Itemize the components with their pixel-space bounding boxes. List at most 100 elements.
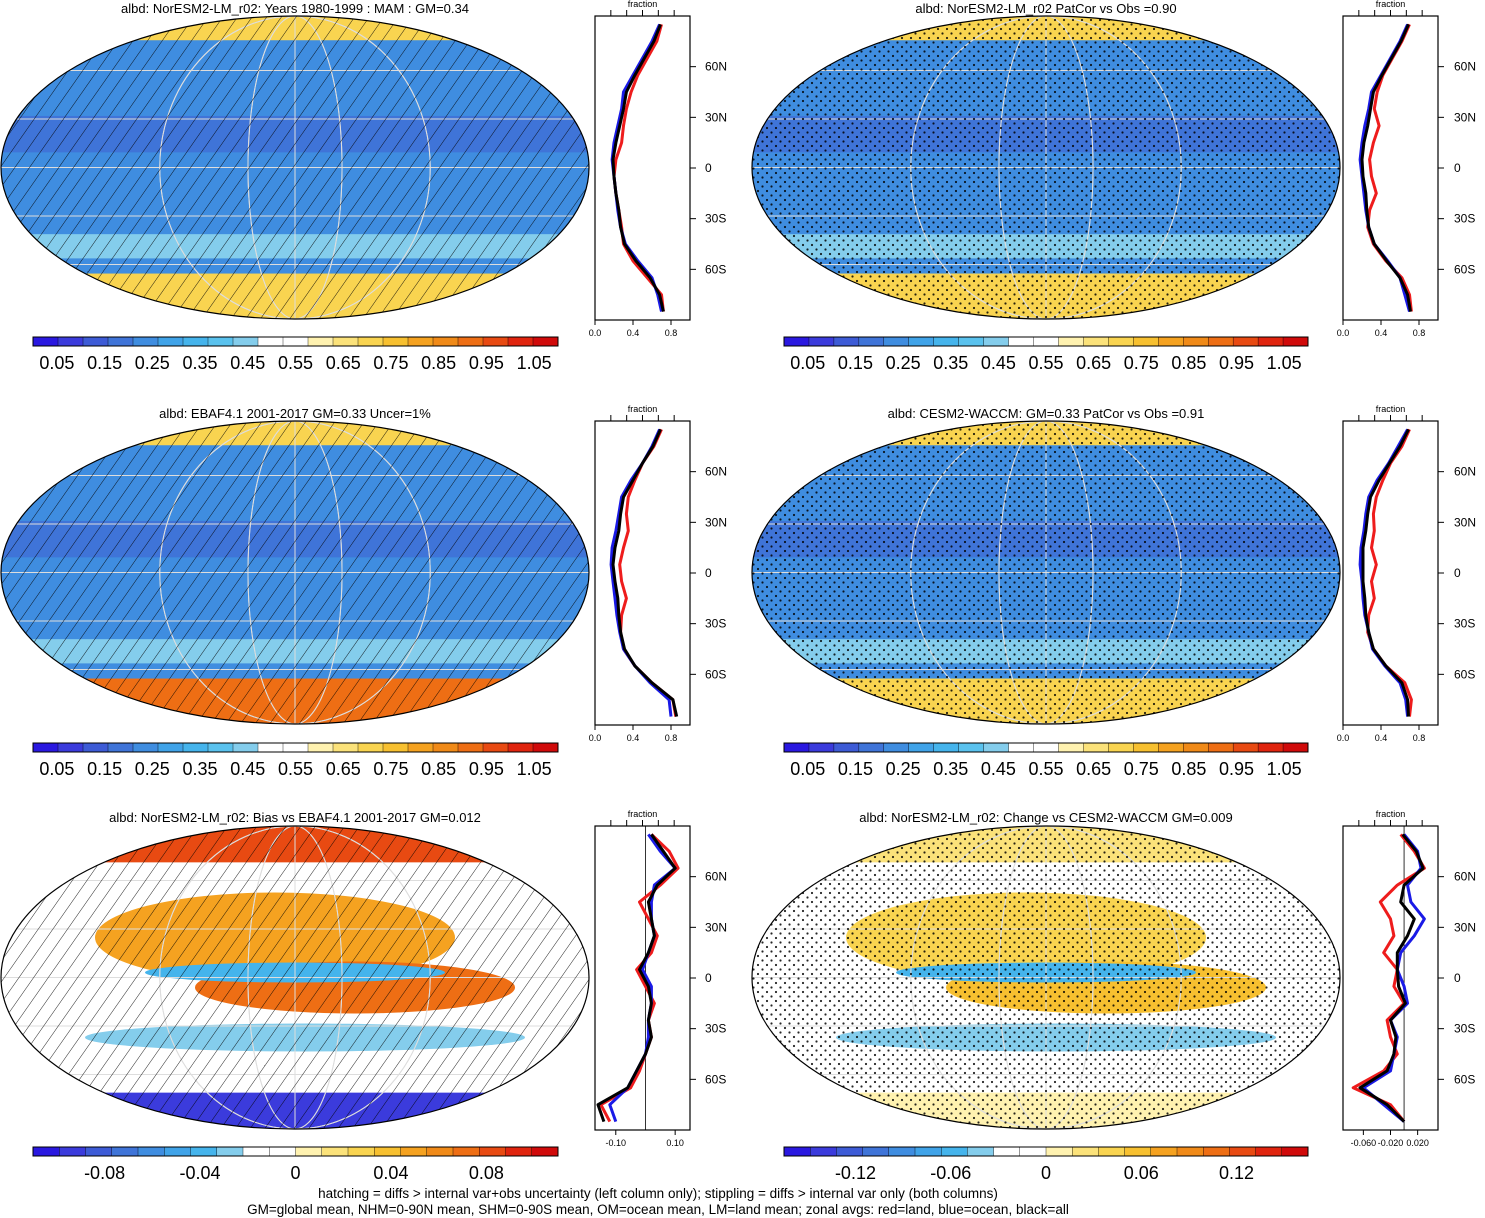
- colorbar-swatch: [836, 1146, 864, 1157]
- colorbar-tick-label: 0.65: [326, 353, 361, 373]
- colorbar-swatch: [1133, 336, 1159, 347]
- zonal-x-label: 0.8: [1413, 733, 1426, 743]
- colorbar-swatch: [1232, 742, 1259, 753]
- colorbar-tick-label: 0.85: [421, 759, 456, 779]
- stippling-overlay: [752, 16, 1340, 319]
- colorbar-swatch: [1158, 336, 1184, 347]
- colorbar-swatch: [1071, 1146, 1099, 1157]
- colorbar-tick-label: 0.05: [790, 353, 825, 373]
- zonal-panel-1: fraction 60N 30N 0 30S 60S 0.0 0.4 0.8: [589, 0, 727, 338]
- colorbar-swatch: [426, 1146, 454, 1157]
- colorbar-swatch: [216, 1146, 244, 1157]
- colorbar-swatch: [858, 742, 885, 753]
- colorbar-swatch: [432, 742, 459, 753]
- colorbar-swatch: [347, 1146, 375, 1157]
- colorbar-swatch: [1008, 742, 1035, 753]
- colorbar-swatch: [374, 1146, 401, 1157]
- colorbar-swatch: [883, 742, 910, 753]
- zonal-axis-label: fraction: [628, 809, 658, 819]
- zonal-lat-label: 60S: [705, 262, 726, 276]
- colorbar-swatch: [1124, 1146, 1152, 1157]
- zonal-lat-label: 30S: [705, 617, 726, 631]
- zonal-lat-label: 60S: [1454, 667, 1475, 681]
- colorbar-swatch: [1158, 742, 1184, 753]
- hatching-overlay: [1, 421, 589, 724]
- colorbar-swatch: [941, 1146, 968, 1157]
- colorbar-swatch: [1281, 1146, 1309, 1157]
- colorbar-swatch: [1257, 336, 1284, 347]
- colorbar-tick-label: 0.35: [183, 353, 218, 373]
- zonal-axis-label: fraction: [628, 404, 658, 414]
- map-field: [752, 16, 1340, 319]
- map-outline: [751, 15, 1341, 320]
- colorbar-swatch: [914, 1146, 942, 1157]
- zonal-x-label: 0.0: [589, 328, 602, 338]
- colorbar-tick-label: 0.85: [1171, 759, 1206, 779]
- zonal-lat-label: 60S: [705, 667, 726, 681]
- zonal-lat-label: 30S: [705, 1022, 726, 1036]
- zonal-axis-label: fraction: [1376, 0, 1406, 9]
- colorbar-swatch: [1033, 742, 1059, 753]
- colorbar-tick-label: 0.25: [886, 353, 921, 373]
- colorbar-frame: [783, 336, 1309, 347]
- zonal-lat-label: 60S: [1454, 262, 1475, 276]
- colorbar-tick-label: 0.05: [39, 353, 74, 373]
- map-outline: [0, 825, 590, 1130]
- colorbar-swatch: [257, 336, 284, 347]
- zonal-all-line: [596, 833, 677, 1123]
- colorbar-tick-label: 0.35: [933, 353, 968, 373]
- zonal-x-label: 0.8: [665, 733, 678, 743]
- zonal-x-label: 0.0: [1337, 733, 1350, 743]
- hatching-overlay: [1, 826, 589, 1129]
- colorbar-swatch: [282, 742, 309, 753]
- map-outline: [0, 15, 590, 320]
- zonal-lat-label: 60S: [705, 1072, 726, 1086]
- colorbar-swatch: [295, 1146, 323, 1157]
- colorbar-swatch: [59, 1146, 86, 1157]
- zonal-x-label: 0.4: [1375, 733, 1388, 743]
- zonal-land-line: [1351, 833, 1426, 1123]
- colorbar-swatch: [157, 336, 184, 347]
- colorbar-swatch: [1058, 742, 1084, 753]
- colorbar-tick-label: 0.08: [469, 1163, 504, 1183]
- colorbar-tick-label: 0.55: [278, 759, 313, 779]
- zonal-x-label: -0.060: [1351, 1138, 1377, 1148]
- colorbar-swatch: [242, 1146, 270, 1157]
- colorbar-tick-label: 0.75: [373, 759, 408, 779]
- zonal-panel-4: fraction 60N 30N 0 30S 60S 0.0 0.4 0.8: [1337, 404, 1476, 743]
- zonal-x-label: 0.4: [627, 733, 640, 743]
- zonal-lat-label: 60N: [705, 870, 727, 884]
- zonal-all-line: [611, 23, 665, 312]
- colorbar-swatch: [967, 1146, 995, 1157]
- colorbar-swatch: [382, 336, 409, 347]
- colorbar-swatch: [132, 336, 159, 347]
- zonal-lat-label: 0: [705, 971, 712, 985]
- colorbar-tick-label: 1.05: [517, 353, 552, 373]
- zonal-panel-6: fraction 60N 30N 0 30S 60S -0.060 -0.020 0.020: [1342, 809, 1476, 1148]
- colorbar-swatch: [808, 742, 835, 753]
- colorbar-tick-label: 0.65: [1076, 759, 1111, 779]
- stippling-overlay: [752, 421, 1340, 724]
- colorbar-frame: [783, 742, 1309, 753]
- colorbar-swatch: [983, 742, 1010, 753]
- zonal-lat-label: 0: [705, 161, 712, 175]
- colorbar-swatch: [57, 742, 84, 753]
- map-field: [1, 16, 589, 319]
- colorbar-swatch: [783, 1146, 811, 1157]
- zonal-lat-label: 30S: [1454, 212, 1475, 226]
- colorbar-swatch: [1108, 742, 1134, 753]
- colorbar-swatch: [407, 336, 434, 347]
- colorbar-swatch: [810, 1146, 837, 1157]
- colorbar-tick-label: 0: [1041, 1163, 1051, 1183]
- colorbar-swatch: [207, 336, 234, 347]
- zonal-lat-label: 30S: [1454, 1022, 1475, 1036]
- colorbar-swatch: [157, 742, 184, 753]
- colorbar-tick-label: 0.15: [838, 759, 873, 779]
- zonal-x-label: -0.10: [606, 1138, 627, 1148]
- zonal-lat-label: 60N: [1454, 60, 1476, 74]
- colorbar-swatch: [883, 336, 910, 347]
- colorbar-tick-label: 0.25: [886, 759, 921, 779]
- zonal-x-label: 0.10: [666, 1138, 684, 1148]
- zonal-lat-label: 30S: [1454, 617, 1475, 631]
